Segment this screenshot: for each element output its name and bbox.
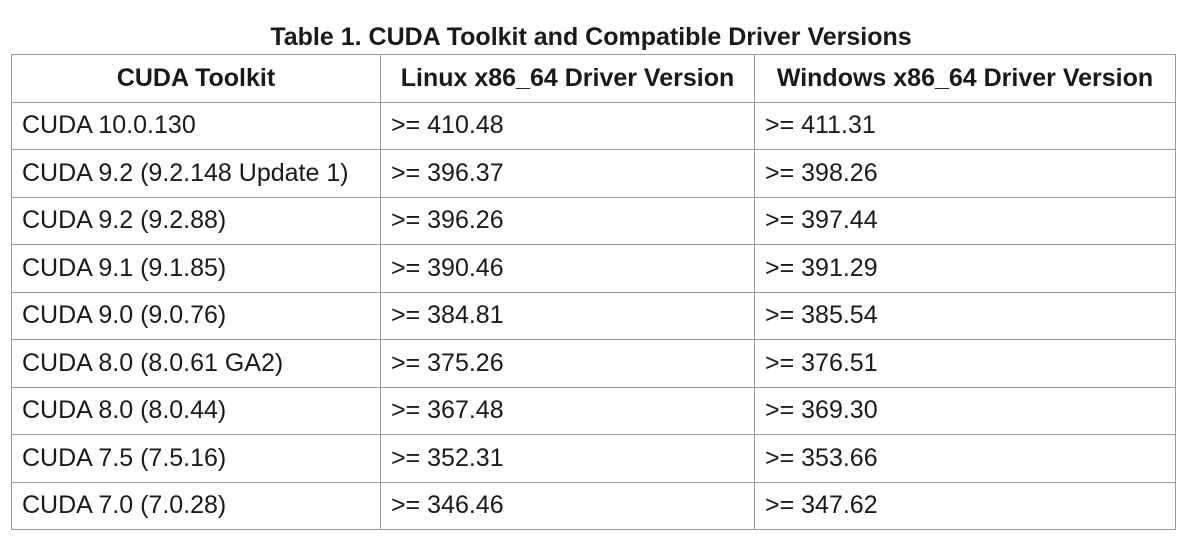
cell-toolkit: CUDA 8.0 (8.0.44) xyxy=(11,386,381,435)
cell-toolkit: CUDA 7.0 (7.0.28) xyxy=(11,481,381,530)
cell-linux-version: >= 390.46 xyxy=(380,244,755,293)
cell-linux-version: >= 375.26 xyxy=(380,339,755,388)
table-row: CUDA 7.0 (7.0.28) >= 346.46 >= 347.62 xyxy=(11,481,1176,530)
cell-linux-version: >= 384.81 xyxy=(380,291,755,340)
table-header-row: CUDA Toolkit Linux x86_64 Driver Version… xyxy=(11,54,1176,103)
cell-windows-version: >= 353.66 xyxy=(754,434,1176,483)
table-row: CUDA 9.0 (9.0.76) >= 384.81 >= 385.54 xyxy=(11,291,1176,340)
cell-toolkit: CUDA 10.0.130 xyxy=(11,101,381,150)
cell-toolkit: CUDA 9.0 (9.0.76) xyxy=(11,291,381,340)
header-linux-driver-version: Linux x86_64 Driver Version xyxy=(380,54,755,103)
table-row: CUDA 10.0.130 >= 410.48 >= 411.31 xyxy=(11,101,1176,150)
cell-toolkit: CUDA 9.2 (9.2.88) xyxy=(11,196,381,245)
header-cuda-toolkit: CUDA Toolkit xyxy=(11,54,381,103)
table-caption: Table 1. CUDA Toolkit and Compatible Dri… xyxy=(270,23,912,51)
cell-linux-version: >= 352.31 xyxy=(380,434,755,483)
cell-windows-version: >= 398.26 xyxy=(754,149,1176,198)
cell-windows-version: >= 376.51 xyxy=(754,339,1176,388)
cell-linux-version: >= 396.37 xyxy=(380,149,755,198)
table-row: CUDA 9.1 (9.1.85) >= 390.46 >= 391.29 xyxy=(11,244,1176,293)
cell-windows-version: >= 391.29 xyxy=(754,244,1176,293)
cell-linux-version: >= 346.46 xyxy=(380,481,755,530)
header-windows-driver-version: Windows x86_64 Driver Version xyxy=(754,54,1176,103)
cell-toolkit: CUDA 9.1 (9.1.85) xyxy=(11,244,381,293)
cell-linux-version: >= 410.48 xyxy=(380,101,755,150)
driver-versions-table: CUDA Toolkit Linux x86_64 Driver Version… xyxy=(11,54,1176,530)
cell-windows-version: >= 397.44 xyxy=(754,196,1176,245)
cell-toolkit: CUDA 9.2 (9.2.148 Update 1) xyxy=(11,149,381,198)
cell-toolkit: CUDA 7.5 (7.5.16) xyxy=(11,434,381,483)
table-row: CUDA 8.0 (8.0.61 GA2) >= 375.26 >= 376.5… xyxy=(11,339,1176,388)
table-row: CUDA 7.5 (7.5.16) >= 352.31 >= 353.66 xyxy=(11,434,1176,483)
cell-toolkit: CUDA 8.0 (8.0.61 GA2) xyxy=(11,339,381,388)
table-row: CUDA 8.0 (8.0.44) >= 367.48 >= 369.30 xyxy=(11,386,1176,435)
cell-windows-version: >= 411.31 xyxy=(754,101,1176,150)
cell-linux-version: >= 367.48 xyxy=(380,386,755,435)
cell-windows-version: >= 347.62 xyxy=(754,481,1176,530)
cell-windows-version: >= 369.30 xyxy=(754,386,1176,435)
table-row: CUDA 9.2 (9.2.88) >= 396.26 >= 397.44 xyxy=(11,196,1176,245)
cell-windows-version: >= 385.54 xyxy=(754,291,1176,340)
cell-linux-version: >= 396.26 xyxy=(380,196,755,245)
table-row: CUDA 9.2 (9.2.148 Update 1) >= 396.37 >=… xyxy=(11,149,1176,198)
